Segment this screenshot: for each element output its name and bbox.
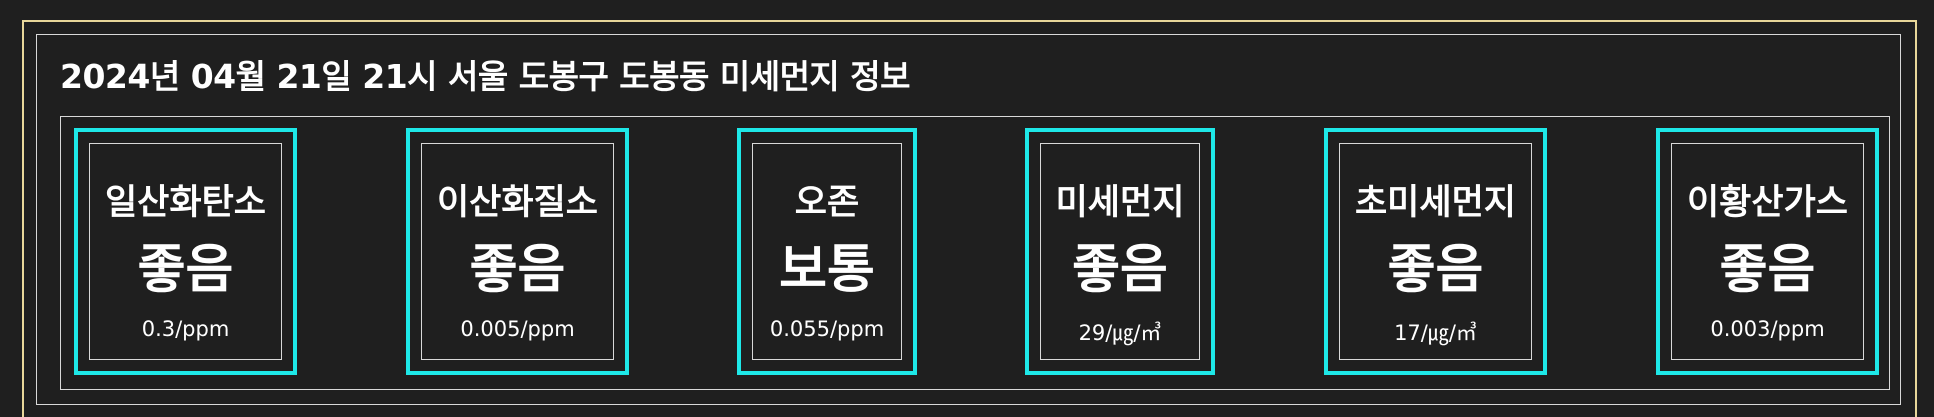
panel-border [36,34,1901,405]
card-status: 좋음 [1387,240,1484,300]
card-ultrafine-dust: 초미세먼지 좋음 17/㎍/㎥ [1324,128,1547,375]
card-row [60,116,1890,390]
card-status: 좋음 [1072,240,1168,300]
card-inner-border: 일산화탄소 좋음 0.3/ppm [89,143,282,360]
card-value: 0.003/ppm [1710,317,1825,341]
outer-border [22,20,1917,417]
card-value: 0.3/ppm [141,317,230,341]
card-value: 0.005/ppm [460,317,575,341]
card-inner-border: 이황산가스 좋음 0.003/ppm [1671,143,1864,360]
card-label: 미세먼지 [1055,183,1185,223]
card-inner-border: 미세먼지 좋음 29/㎍/㎥ [1040,143,1200,360]
card-status: 좋음 [469,240,566,300]
card-nitrogen-dioxide: 이산화질소 좋음 0.005/ppm [406,128,629,375]
card-value: 29/㎍/㎥ [1078,321,1162,345]
card-label: 일산화탄소 [104,183,266,223]
card-label: 오존 [794,183,860,223]
card-carbon-monoxide: 일산화탄소 좋음 0.3/ppm [74,128,297,375]
card-label: 초미세먼지 [1354,183,1516,223]
card-sulfur-dioxide: 이황산가스 좋음 0.003/ppm [1656,128,1879,375]
card-status: 좋음 [1719,240,1816,300]
card-label: 이산화질소 [436,183,598,223]
card-inner-border: 오존 보통 0.055/ppm [752,143,902,360]
card-status: 보통 [779,240,875,300]
card-status: 좋음 [137,240,234,300]
card-inner-border: 초미세먼지 좋음 17/㎍/㎥ [1339,143,1532,360]
card-fine-dust: 미세먼지 좋음 29/㎍/㎥ [1025,128,1215,375]
card-inner-border: 이산화질소 좋음 0.005/ppm [421,143,614,360]
card-label: 이황산가스 [1686,183,1848,223]
page-title: 2024년 04월 21일 21시 서울 도봉구 도봉동 미세먼지 정보 [60,57,911,96]
card-ozone: 오존 보통 0.055/ppm [737,128,917,375]
card-value: 17/㎍/㎥ [1394,321,1477,345]
card-value: 0.055/ppm [769,317,885,341]
